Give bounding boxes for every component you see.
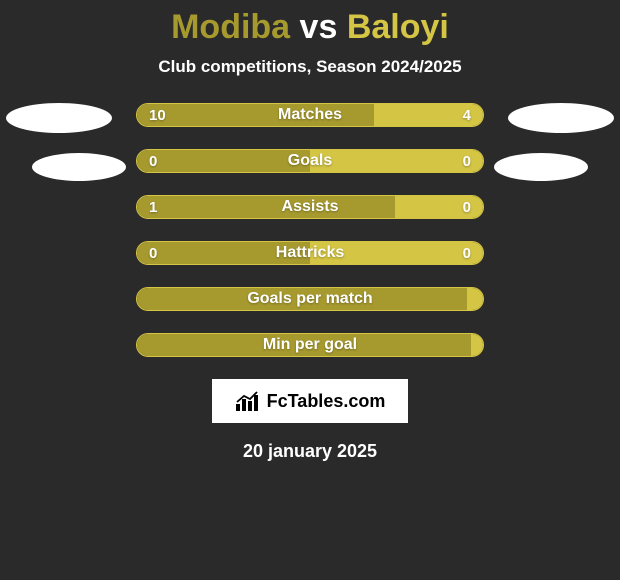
bar-left: 1	[137, 196, 395, 218]
stat-row: Goals per match	[0, 287, 620, 311]
stat-row: 00Goals	[0, 149, 620, 173]
player1-name: Modiba	[171, 8, 290, 46]
bar-left: 10	[137, 104, 374, 126]
date: 20 january 2025	[0, 441, 620, 462]
stat-row: 10Assists	[0, 195, 620, 219]
subtitle: Club competitions, Season 2024/2025	[0, 57, 620, 77]
right-value: 0	[463, 153, 471, 170]
stat-row: 104Matches	[0, 103, 620, 127]
left-value: 0	[149, 153, 157, 170]
left-value: 1	[149, 199, 157, 216]
bar-left: 0	[137, 242, 310, 264]
bar-track: 00	[136, 241, 484, 265]
right-value: 0	[463, 245, 471, 262]
bar-track: 10 4	[136, 103, 484, 127]
right-value: 4	[463, 107, 471, 124]
bar-right: 4	[374, 104, 483, 126]
stats-area: 104Matches00Goals10Assists00HattricksGoa…	[0, 103, 620, 357]
left-value: 0	[149, 245, 157, 262]
vs-separator: vs	[300, 8, 338, 46]
bar-right: 0	[395, 196, 483, 218]
bar-left: 0	[137, 150, 310, 172]
bar-left	[137, 334, 471, 356]
bar-track	[136, 333, 484, 357]
bar-track	[136, 287, 484, 311]
logo-box[interactable]: FcTables.com	[212, 379, 408, 423]
left-value: 10	[149, 107, 166, 124]
title: Modiba vs Baloyi	[0, 8, 620, 47]
bar-track: 00	[136, 149, 484, 173]
bar-left	[137, 288, 467, 310]
chart-icon	[235, 390, 261, 412]
right-value: 0	[463, 199, 471, 216]
player2-name: Baloyi	[347, 8, 449, 46]
bar-right	[471, 334, 483, 356]
logo-text: FcTables.com	[267, 391, 386, 412]
stat-row: 00Hattricks	[0, 241, 620, 265]
bar-right: 0	[310, 242, 483, 264]
comparison-card: Modiba vs Baloyi Club competitions, Seas…	[0, 0, 620, 462]
bar-right	[467, 288, 483, 310]
bar-right: 0	[310, 150, 483, 172]
bar-track: 10	[136, 195, 484, 219]
stat-row: Min per goal	[0, 333, 620, 357]
